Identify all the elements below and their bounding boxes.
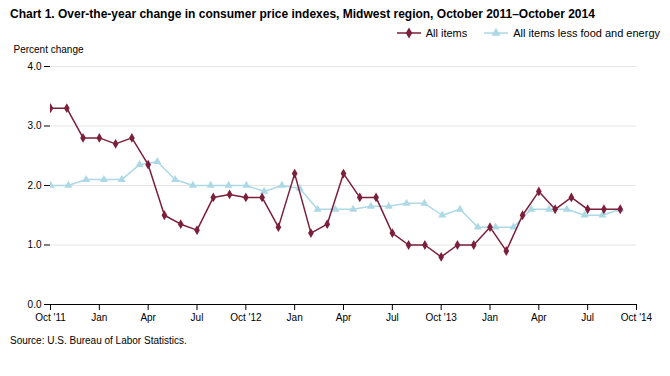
html-text:All items less food and energy: All items less food and energy <box>513 27 660 39</box>
svg-text:3.0: 3.0 <box>28 120 42 131</box>
svg-text:Apr: Apr <box>531 312 547 323</box>
svg-text:Jul: Jul <box>386 312 399 323</box>
svg-text:Jul: Jul <box>191 312 204 323</box>
svg-text:Oct '13: Oct '13 <box>425 312 457 323</box>
svg-text:Oct '11: Oct '11 <box>35 312 66 323</box>
svg-text:1.0: 1.0 <box>28 239 42 250</box>
svg-text:Jan: Jan <box>287 312 303 323</box>
svg-text:Oct '12: Oct '12 <box>230 312 262 323</box>
svg-text:Jan: Jan <box>91 312 107 323</box>
svg-text:Jul: Jul <box>581 312 594 323</box>
svg-text:4.0: 4.0 <box>28 61 42 72</box>
svg-text:0.0: 0.0 <box>28 299 42 310</box>
svg-text:Jan: Jan <box>482 312 498 323</box>
svg-text:Oct '14: Oct '14 <box>621 312 653 323</box>
svg-text:Apr: Apr <box>336 312 352 323</box>
html-text:All items: All items <box>425 27 468 39</box>
svg-text:Percent change: Percent change <box>14 44 84 55</box>
html-text:Source: U.S. Bureau of Labor S: Source: U.S. Bureau of Labor Statistics. <box>10 335 187 346</box>
svg-text:2.0: 2.0 <box>28 180 42 191</box>
html-text:Chart 1. Over-the-year change: Chart 1. Over-the-year change in consume… <box>10 7 595 21</box>
svg-text:Apr: Apr <box>140 312 156 323</box>
